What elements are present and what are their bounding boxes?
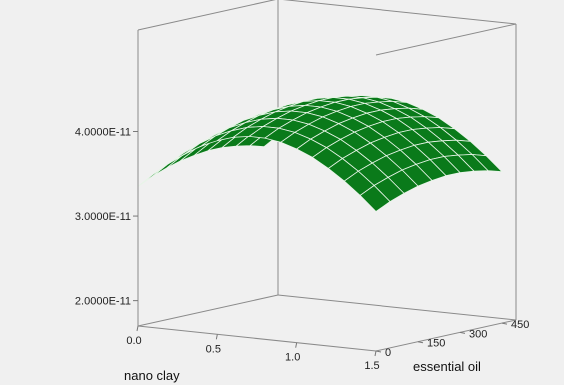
- box-edge: [375, 23, 517, 56]
- box-edge: [277, 294, 517, 321]
- surface-mesh: [137, 95, 504, 213]
- x-tick-label: 0.5: [206, 343, 221, 355]
- y-tick-label: 450: [511, 319, 529, 331]
- surface-cell: [359, 184, 391, 213]
- x-tick-label: 1.0: [285, 352, 300, 364]
- y-tick-mark: [459, 331, 466, 334]
- y-tick-label: 300: [469, 328, 487, 340]
- z-tick-label: 4.0000E-11: [75, 126, 131, 138]
- box-edge: [282, 0, 517, 25]
- x-axis: 0.0 0.5 1.0 1.5 nano clay: [124, 325, 380, 383]
- z-tick-label: 3.0000E-11: [75, 211, 131, 223]
- plot-box-back: [137, 0, 517, 327]
- x-tick-mark: [374, 350, 377, 357]
- box-edge: [375, 319, 517, 352]
- z-axis: 2.0000E-11 3.0000E-11 4.0000E-11: [75, 126, 138, 308]
- x-tick-mark: [215, 334, 218, 340]
- box-edge: [137, 325, 377, 352]
- y-axis-title: essential oil: [413, 359, 481, 374]
- x-tick-label: 0.0: [126, 335, 141, 347]
- y-tick-mark: [501, 322, 508, 325]
- x-tick-mark: [295, 342, 298, 348]
- box-edge: [137, 294, 279, 327]
- y-tick-label: 150: [427, 338, 445, 350]
- z-tick-label: 2.0000E-11: [75, 296, 131, 308]
- x-tick-mark: [136, 325, 139, 332]
- y-tick-mark: [375, 350, 382, 353]
- x-axis-title: nano clay: [124, 368, 180, 383]
- box-edge: [137, 0, 276, 31]
- y-tick-mark: [417, 341, 424, 344]
- y-axis: 0 150 300 450 essential oil: [375, 319, 529, 374]
- y-tick-label: 0: [385, 347, 391, 359]
- plot-box-front: [137, 30, 517, 352]
- x-tick-label: 1.5: [364, 360, 379, 372]
